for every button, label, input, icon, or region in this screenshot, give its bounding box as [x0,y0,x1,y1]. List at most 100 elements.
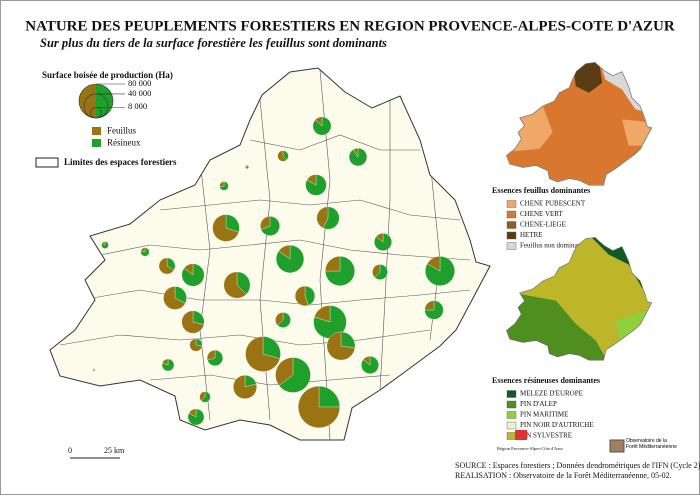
feuillus-legend-title: Essences feuillus dominantes [492,186,590,195]
pie-feuillus [315,116,323,127]
scale-start: 0 [68,446,72,455]
pie-feuillus [372,264,381,278]
pie-feuillus [181,310,205,334]
pie-feuillus [298,386,340,428]
pie-resineux [278,357,311,393]
pie-feuillus [140,247,146,253]
pie-feuillus [352,147,359,158]
pie-feuillus [189,338,203,352]
resineux-legend-title: Essences résineuses dominantes [492,376,600,385]
legend-label: HETRE [520,231,543,239]
pie-feuillus [245,336,281,372]
legend-tick-label: 80 000 [128,78,151,88]
pie-resineux [277,312,291,328]
legend-label: Feuillus non dominants [520,242,586,250]
legend-label: CHENE VERT [520,210,564,218]
pie-feuillus [188,408,197,418]
pie-feuillus [233,375,257,399]
pie-feuillus [219,181,225,187]
pie-feuillus [295,285,309,306]
scale-end: 25 km [104,446,125,455]
legend-tick-label: 8 000 [128,101,147,111]
legend-swatch [506,221,517,229]
legend-swatch [506,400,517,409]
pie-feuillus [306,174,317,186]
pie-feuillus [427,256,441,272]
region-logo [515,430,527,440]
legend-label: PIN SYLVESTRE [520,432,572,440]
limits-label: Limites des espaces forestiers [64,157,177,167]
pie-resineux [174,286,187,304]
pie-resineux [322,206,340,230]
pie-resineux [325,256,355,286]
legend-half-feuillus [79,84,96,118]
pie-feuillus [275,357,294,386]
pie-feuillus [325,256,341,272]
pie-resineux [374,264,388,280]
resineux-label: Résineux [107,138,141,148]
subtitle: Sur plus du tiers de la surface forestiè… [40,36,387,50]
pie-feuillus [362,356,371,366]
pie-resineux [225,214,240,233]
legend-label: MELEZE D'EUROPE [520,390,583,398]
pie-resineux [304,285,316,306]
pie-feuillus [316,206,329,229]
pie-feuillus [162,358,169,366]
legend-swatch [506,242,517,250]
legend-swatch [506,421,517,430]
resineux-swatch [92,139,101,147]
legend-label: CHENE-LIEGE [520,221,566,229]
legend-label: PIN MARITIME [520,411,568,419]
pie-feuillus [278,245,291,260]
observatoire-logo [609,439,625,453]
pie-feuillus [245,165,248,168]
legend-swatch [506,432,517,440]
pie-feuillus [223,271,247,299]
legend-swatch [506,231,517,240]
main-map [49,67,491,441]
pie-feuillus [277,150,288,162]
legend-label: PIN D'ALEP [520,400,557,408]
legend-half-resineux [96,84,113,118]
pie-resineux [260,216,280,236]
feuillus-map [506,62,653,186]
pie-resineux [236,271,251,295]
pie-feuillus [92,368,96,372]
pie-resineux [161,358,175,372]
limits-swatch [35,157,59,168]
legend-swatch [506,200,517,208]
pie-feuillus [375,233,384,243]
pie-feuillus [275,312,284,326]
realisation: REALISATION : Observatoire de la Forêt M… [455,471,672,480]
pie-feuillus [102,241,106,246]
size-legend-title: Surface boisée de production (Ha) [42,70,173,80]
title: NATURE DES PEUPLEMENTS FORESTIERS EN REG… [25,18,675,34]
observatoire-logo-text: Observatoire de la Forêt Méditerranéenne [626,438,677,450]
region-logo-text: Région Provence-Alpes-Côte d'Azur [497,446,564,451]
legend-swatch [506,411,517,419]
source: SOURCE : Espaces forestiers ; Données de… [455,461,700,470]
legend-label: CHENE PUBESCENT [520,200,586,208]
pie-feuillus [163,286,186,310]
pie-resineux [200,391,211,403]
legend-label: PIN NOIR D'AUTRICHE [520,421,594,429]
pie-feuillus [326,331,356,361]
pie-feuillus [207,350,216,361]
legend-tick-label: 40 000 [128,88,151,98]
observatoire-logo-text-box: Observatoire de la Forêt Méditerranéenne [626,438,677,450]
pie-resineux [318,386,340,408]
pie-feuillus [183,263,194,276]
pie-feuillus [314,305,331,323]
resineux-map [506,237,653,361]
pie-feuillus [199,391,206,402]
pie-resineux [312,116,332,136]
pie-feuillus [212,214,239,242]
legend-swatch [506,210,517,219]
pie-resineux [262,336,281,359]
feuillus-label: Feuillus [107,126,137,136]
forest-limits [59,69,471,440]
feuillus-swatch [92,127,101,135]
pie-feuillus [424,300,435,311]
pie-feuillus [158,257,175,275]
